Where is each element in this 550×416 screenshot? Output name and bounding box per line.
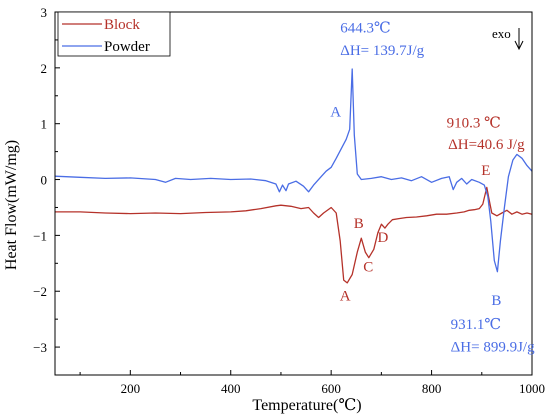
- x-tick-label: 1000: [519, 381, 545, 396]
- peak-label-block-a: A: [340, 289, 351, 305]
- plot-area: [54, 68, 533, 284]
- x-axis-title: Temperature(℃): [252, 397, 361, 414]
- annotation-powder: 644.3℃: [340, 21, 391, 37]
- peak-label-powder-a: A: [330, 104, 341, 120]
- y-tick-label: −1: [33, 228, 47, 243]
- x-tick-label: 600: [321, 381, 341, 396]
- exo-label: exo: [492, 26, 511, 41]
- peak-label-block-e: E: [481, 163, 490, 179]
- series-line-powder: [54, 68, 533, 273]
- axis-ticks: [55, 11, 533, 376]
- series-line-block: [55, 186, 533, 284]
- annotation-block: 910.3 ℃: [447, 116, 501, 132]
- annotation-powder: 931.1℃: [451, 317, 502, 333]
- legend-label-block: Block: [104, 17, 140, 33]
- peak-label-block-b: B: [354, 216, 364, 232]
- peak-label-block-c: C: [363, 260, 373, 276]
- plot-frame: [54, 11, 533, 376]
- annotation-powder: ΔH= 899.9J/g: [451, 340, 535, 356]
- x-tick-label: 400: [221, 381, 241, 396]
- peak-label-block-d: D: [377, 230, 388, 246]
- legend-box: [57, 11, 171, 57]
- legend: Block Powder: [57, 11, 171, 57]
- down-arrow-icon: [514, 40, 524, 51]
- y-tick-label: 1: [41, 117, 48, 132]
- x-tick-label: 200: [121, 381, 141, 396]
- y-tick-label: −3: [33, 340, 47, 355]
- y-tick-label: −2: [33, 284, 47, 299]
- legend-label-powder: Powder: [104, 39, 150, 55]
- y-axis-title: Heat Flow(mW/mg): [3, 140, 20, 270]
- annotation-block: ΔH=40.6 J/g: [448, 137, 525, 153]
- y-tick-label: 0: [41, 173, 48, 188]
- chart-labels: 200 400 600 800 1000 3 2 1 0 −1 −2 −3 A B CD E 910.3 ℃ ΔH…: [33, 5, 545, 396]
- annotation-powder: ΔH= 139.7J/g: [340, 43, 424, 59]
- peak-label-powder-b: B: [491, 293, 501, 309]
- exo-indicator: exo: [492, 26, 524, 51]
- y-tick-label: 3: [41, 5, 48, 20]
- x-tick-label: 800: [422, 381, 442, 396]
- y-tick-label: 2: [41, 61, 48, 76]
